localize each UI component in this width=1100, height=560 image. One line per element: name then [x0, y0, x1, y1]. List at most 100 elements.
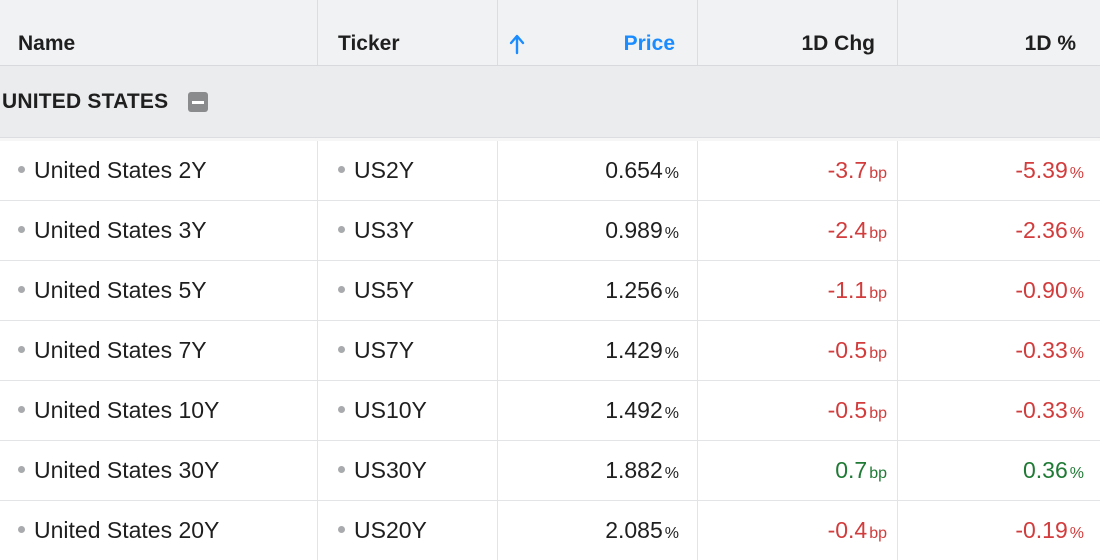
table-body: United States 2Y US2Y 0.654% -3.7 bp -5.39% Un… — [0, 141, 1100, 560]
price-cell: 0.654% — [498, 141, 698, 200]
row-percent-unit: % — [1069, 465, 1084, 482]
dot-icon — [338, 466, 345, 474]
change-cell: -0.5 bp — [698, 381, 898, 440]
name-cell[interactable]: United States 10Y — [0, 381, 318, 440]
row-change: -1.1 — [827, 277, 868, 303]
dot-icon — [338, 166, 345, 174]
price-cell: 1.492% — [498, 381, 698, 440]
arrow-up-icon[interactable] — [508, 33, 526, 55]
row-change-unit: bp — [869, 525, 887, 542]
table-row[interactable]: United States 10Y US10Y 1.492% -0.5 bp -0.33% — [0, 381, 1100, 441]
row-percent-unit: % — [1069, 405, 1084, 422]
row-change-unit: bp — [869, 225, 887, 242]
ticker-cell[interactable]: US3Y — [318, 201, 498, 260]
dot-icon — [18, 406, 25, 414]
name-cell[interactable]: United States 30Y — [0, 441, 318, 500]
row-percent: -0.90 — [1015, 277, 1068, 303]
row-percent: -5.39 — [1015, 157, 1068, 183]
dot-icon — [338, 346, 345, 354]
column-header-ticker-label: Ticker — [338, 32, 400, 55]
row-price-unit: % — [664, 525, 679, 542]
price-cell: 1.256% — [498, 261, 698, 320]
dot-icon — [338, 226, 345, 234]
row-change-unit: bp — [869, 165, 887, 182]
row-name: United States 7Y — [34, 337, 207, 363]
dot-icon — [338, 406, 345, 414]
row-name: United States 10Y — [34, 397, 220, 423]
row-change-unit: bp — [869, 345, 887, 362]
column-header-1d-pct-label: 1D % — [1024, 32, 1076, 55]
price-cell: 1.882% — [498, 441, 698, 500]
ticker-cell[interactable]: US7Y — [318, 321, 498, 380]
row-price-unit: % — [664, 285, 679, 302]
percent-change-cell: -0.19% — [898, 501, 1100, 560]
row-ticker: US20Y — [354, 517, 427, 543]
row-change: -3.7 — [827, 157, 868, 183]
row-price: 1.492 — [605, 397, 663, 423]
row-percent-unit: % — [1069, 525, 1084, 542]
table-row[interactable]: United States 5Y US5Y 1.256% -1.1 bp -0.90% — [0, 261, 1100, 321]
percent-change-cell: -5.39% — [898, 141, 1100, 200]
row-name: United States 30Y — [34, 457, 220, 483]
change-cell: -1.1 bp — [698, 261, 898, 320]
dot-icon — [18, 466, 25, 474]
group-divider — [0, 138, 1100, 141]
row-change: -2.4 — [827, 217, 868, 243]
row-price: 1.256 — [605, 277, 663, 303]
ticker-cell[interactable]: US5Y — [318, 261, 498, 320]
row-percent: 0.36 — [1023, 457, 1068, 483]
row-price-unit: % — [664, 465, 679, 482]
column-header-1d-chg[interactable]: 1D Chg — [698, 0, 898, 65]
row-price: 2.085 — [605, 517, 663, 543]
price-cell: 1.429% — [498, 321, 698, 380]
row-ticker: US30Y — [354, 457, 427, 483]
row-percent: -2.36 — [1015, 217, 1068, 243]
table-header: Name Ticker Price 1D Chg 1D % — [0, 0, 1100, 66]
column-header-price[interactable]: Price — [498, 0, 698, 65]
ticker-cell[interactable]: US2Y — [318, 141, 498, 200]
row-price-unit: % — [664, 345, 679, 362]
row-name: United States 20Y — [34, 517, 220, 543]
name-cell[interactable]: United States 2Y — [0, 141, 318, 200]
row-price: 1.882 — [605, 457, 663, 483]
minus-square-icon[interactable] — [188, 92, 208, 112]
row-price-unit: % — [664, 225, 679, 242]
ticker-cell[interactable]: US10Y — [318, 381, 498, 440]
row-ticker: US2Y — [354, 157, 415, 183]
table-row[interactable]: United States 3Y US3Y 0.989% -2.4 bp -2.36% — [0, 201, 1100, 261]
row-name: United States 2Y — [34, 157, 207, 183]
price-cell: 2.085% — [498, 501, 698, 560]
name-cell[interactable]: United States 5Y — [0, 261, 318, 320]
row-price-unit: % — [664, 405, 679, 422]
row-ticker: US5Y — [354, 277, 415, 303]
ticker-cell[interactable]: US20Y — [318, 501, 498, 560]
table-row[interactable]: United States 7Y US7Y 1.429% -0.5 bp -0.33% — [0, 321, 1100, 381]
ticker-cell[interactable]: US30Y — [318, 441, 498, 500]
name-cell[interactable]: United States 20Y — [0, 501, 318, 560]
row-price: 1.429 — [605, 337, 663, 363]
dot-icon — [338, 526, 345, 534]
column-header-price-label: Price — [623, 32, 675, 55]
table-row[interactable]: United States 2Y US2Y 0.654% -3.7 bp -5.39% — [0, 141, 1100, 201]
column-header-1d-chg-label: 1D Chg — [801, 32, 876, 55]
dot-icon — [18, 286, 25, 294]
row-change: -0.5 — [827, 397, 868, 423]
column-header-1d-pct[interactable]: 1D % — [898, 0, 1100, 65]
table-row[interactable]: United States 30Y US30Y 1.882% 0.7 bp 0.36% — [0, 441, 1100, 501]
column-header-name-label: Name — [18, 32, 76, 55]
column-header-name[interactable]: Name — [0, 0, 318, 65]
row-percent: -0.33 — [1015, 397, 1068, 423]
name-cell[interactable]: United States 7Y — [0, 321, 318, 380]
change-cell: -2.4 bp — [698, 201, 898, 260]
row-ticker: US3Y — [354, 217, 415, 243]
table-row[interactable]: United States 20Y US20Y 2.085% -0.4 bp -0.19% — [0, 501, 1100, 560]
column-header-ticker[interactable]: Ticker — [318, 0, 498, 65]
row-percent-unit: % — [1069, 285, 1084, 302]
row-change: -0.4 — [827, 517, 868, 543]
dot-icon — [18, 346, 25, 354]
percent-change-cell: -0.33% — [898, 321, 1100, 380]
name-cell[interactable]: United States 3Y — [0, 201, 318, 260]
dot-icon — [338, 286, 345, 294]
row-change-unit: bp — [869, 465, 887, 482]
price-cell: 0.989% — [498, 201, 698, 260]
